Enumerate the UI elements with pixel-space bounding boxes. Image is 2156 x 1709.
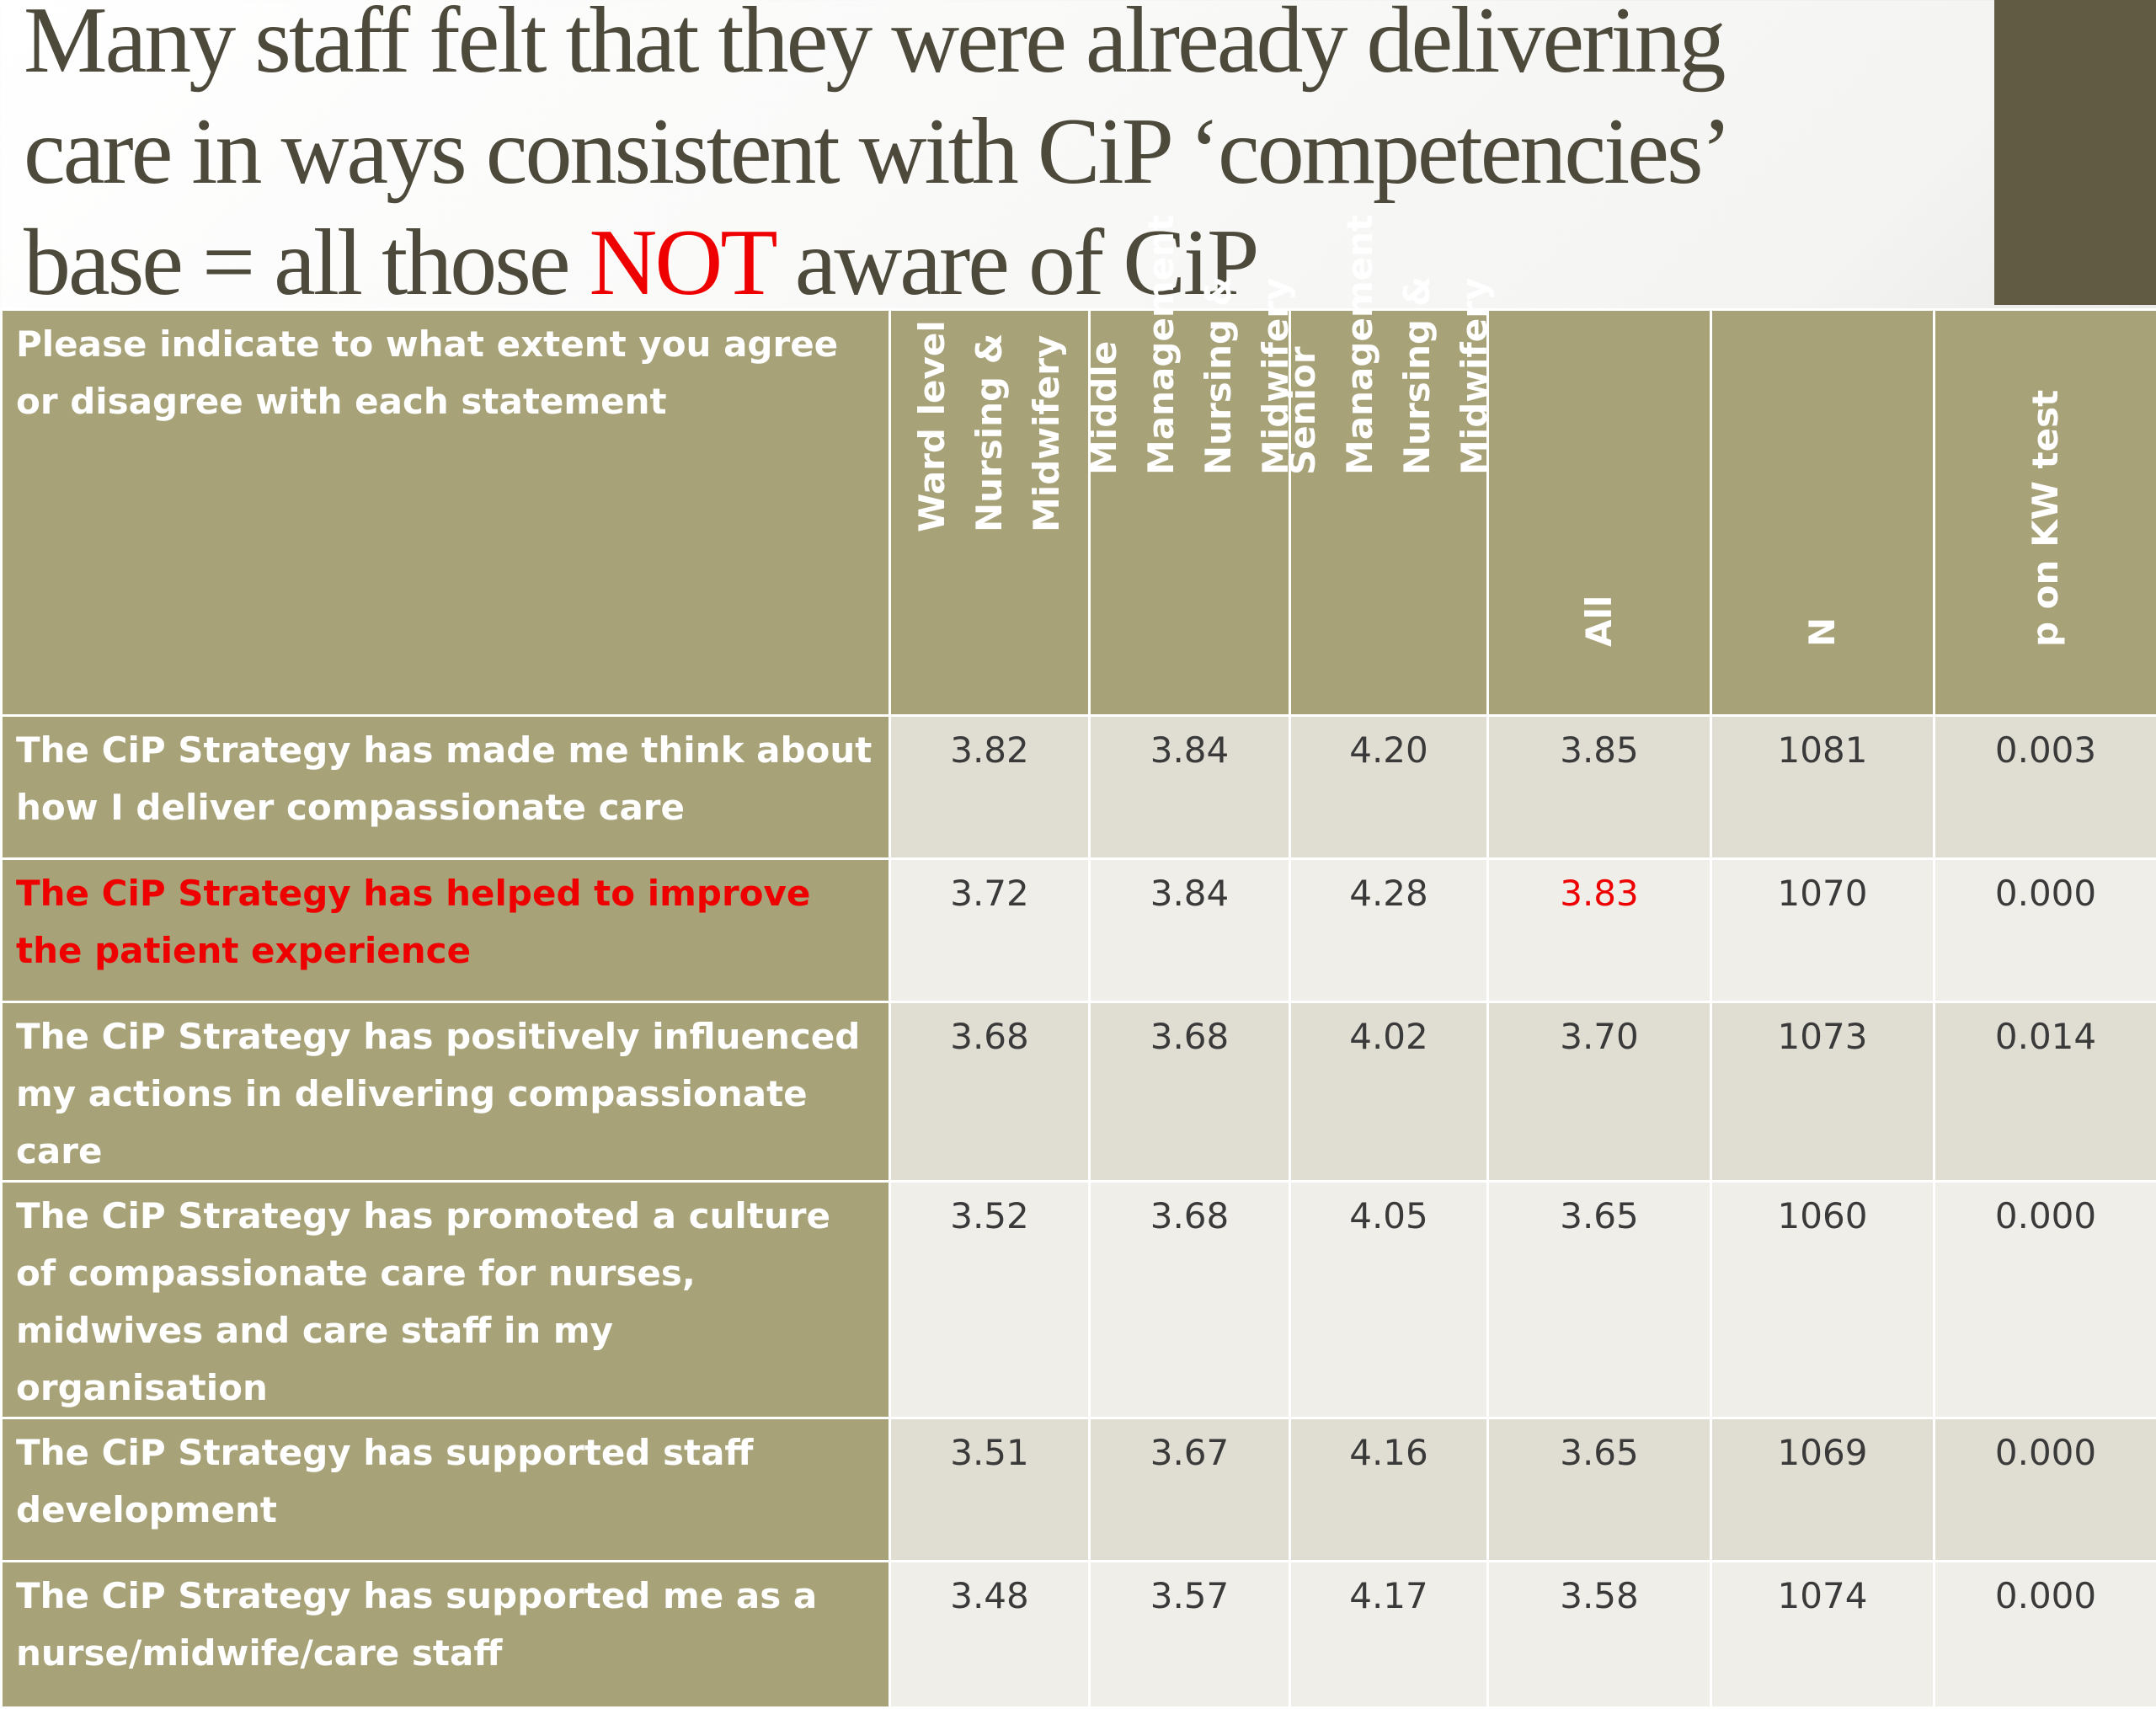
ward-value: 3.52	[890, 1182, 1090, 1418]
col-header-senior-label: Senior Management Nursing & Midwifery	[1274, 104, 1503, 475]
p-value: 0.000	[1935, 1182, 2156, 1418]
table-row: The CiP Strategy has positively influenc…	[2, 1002, 2156, 1182]
col-header-middle: Middle Management Nursing & Midwifery	[1090, 310, 1290, 716]
p-value: 0.000	[1935, 1418, 2156, 1562]
col-header-n-label: N	[1794, 276, 1851, 647]
statement-cell: The CiP Strategy has promoted a culture …	[2, 1182, 890, 1418]
n-value: 1073	[1711, 1002, 1935, 1182]
n-value: 1069	[1711, 1418, 1935, 1562]
middle-value: 3.68	[1090, 1182, 1290, 1418]
title-line-1: Many staff felt that they were already d…	[24, 0, 1977, 96]
senior-value: 4.05	[1290, 1182, 1488, 1418]
statement-cell: The CiP Strategy has supported staff dev…	[2, 1418, 890, 1562]
n-value: 1074	[1711, 1562, 1935, 1708]
col-header-all: All	[1488, 310, 1711, 716]
ward-value: 3.48	[890, 1562, 1090, 1708]
title-not-emphasis: NOT	[590, 211, 774, 315]
statement-cell: The CiP Strategy has made me think about…	[2, 716, 890, 859]
statement-cell-highlighted: The CiP Strategy has helped to improve t…	[2, 859, 890, 1002]
senior-value: 4.17	[1290, 1562, 1488, 1708]
col-header-ward-label: Ward level Nursing & Midwifery	[904, 162, 1075, 532]
p-value: 0.000	[1935, 1562, 2156, 1708]
col-header-n: N	[1711, 310, 1935, 716]
middle-value: 3.57	[1090, 1562, 1290, 1708]
col-header-senior: Senior Management Nursing & Midwifery	[1290, 310, 1488, 716]
statement-cell: The CiP Strategy has supported me as a n…	[2, 1562, 890, 1708]
col-header-all-label: All	[1571, 276, 1628, 647]
all-value: 3.65	[1488, 1182, 1711, 1418]
table-row: The CiP Strategy has supported me as a n…	[2, 1562, 2156, 1708]
table-row: The CiP Strategy has helped to improve t…	[2, 859, 2156, 1002]
corner-accent-block	[1994, 0, 2156, 305]
middle-value: 3.67	[1090, 1418, 1290, 1562]
all-value-highlighted: 3.83	[1488, 859, 1711, 1002]
statement-cell: The CiP Strategy has positively influenc…	[2, 1002, 890, 1182]
all-value: 3.65	[1488, 1418, 1711, 1562]
col-header-p: p on KW test	[1935, 310, 2156, 716]
n-value: 1060	[1711, 1182, 1935, 1418]
ward-value: 3.68	[890, 1002, 1090, 1182]
table-row: The CiP Strategy has promoted a culture …	[2, 1182, 2156, 1418]
question-header: Please indicate to what extent you agree…	[2, 310, 890, 716]
middle-value: 3.84	[1090, 716, 1290, 859]
senior-value: 4.02	[1290, 1002, 1488, 1182]
title-line-3-start: base = all those	[24, 211, 590, 315]
table-row: The CiP Strategy has supported staff dev…	[2, 1418, 2156, 1562]
header-row: Please indicate to what extent you agree…	[2, 310, 2156, 716]
p-value: 0.014	[1935, 1002, 2156, 1182]
p-value: 0.003	[1935, 716, 2156, 859]
col-header-middle-label: Middle Management Nursing & Midwifery	[1075, 104, 1305, 475]
results-table: Please indicate to what extent you agree…	[0, 308, 2156, 1709]
n-value: 1081	[1711, 716, 1935, 859]
table-row: The CiP Strategy has made me think about…	[2, 716, 2156, 859]
all-value: 3.85	[1488, 716, 1711, 859]
senior-value: 4.20	[1290, 716, 1488, 859]
p-value: 0.000	[1935, 859, 2156, 1002]
senior-value: 4.16	[1290, 1418, 1488, 1562]
ward-value: 3.72	[890, 859, 1090, 1002]
n-value: 1070	[1711, 859, 1935, 1002]
middle-value: 3.68	[1090, 1002, 1290, 1182]
middle-value: 3.84	[1090, 859, 1290, 1002]
ward-value: 3.51	[890, 1418, 1090, 1562]
all-value: 3.70	[1488, 1002, 1711, 1182]
ward-value: 3.82	[890, 716, 1090, 859]
senior-value: 4.28	[1290, 859, 1488, 1002]
col-header-p-label: p on KW test	[2017, 276, 2074, 647]
all-value: 3.58	[1488, 1562, 1711, 1708]
col-header-ward: Ward level Nursing & Midwifery	[890, 310, 1090, 716]
